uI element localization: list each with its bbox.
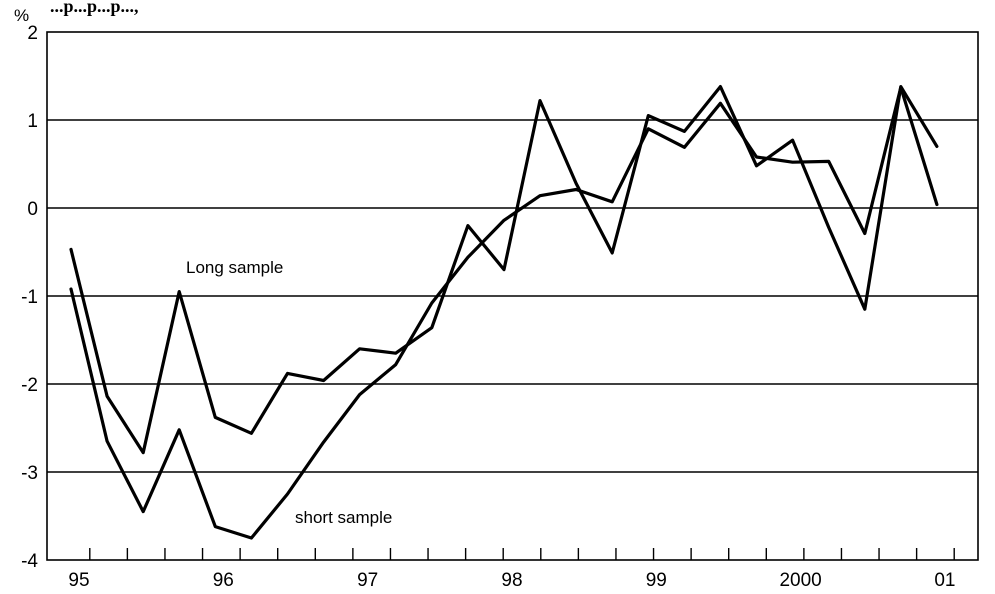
grid-layer — [47, 119, 978, 473]
annotation-long-sample: Long sample — [186, 258, 283, 277]
x-tick-label: 97 — [357, 570, 378, 591]
y-tick-label: -4 — [21, 551, 38, 572]
y-tick-label: -1 — [21, 287, 38, 308]
chart-title-fragment: ...p...p...p..., — [50, 0, 139, 16]
x-tick-label: 2000 — [779, 570, 821, 591]
series-line-short-sample — [69, 85, 939, 540]
y-tick-label: -2 — [21, 375, 38, 396]
y-tick-label: 1 — [27, 111, 38, 132]
annotation-short-sample: short sample — [295, 508, 392, 527]
y-axis-unit: % — [14, 6, 29, 25]
x-tick-label: 01 — [934, 570, 955, 591]
x-tick-label: 96 — [213, 570, 234, 591]
x-tick-label: 98 — [501, 570, 522, 591]
axis-layer: 2 1 0 -1 -2 -3 -4 95 96 97 98 99 2000 01 — [21, 23, 979, 591]
series-layer — [69, 84, 939, 540]
series-line-long-sample — [69, 84, 939, 455]
x-tick-label: 95 — [68, 570, 89, 591]
y-tick-label: 2 — [27, 23, 38, 44]
x-tick-label: 99 — [646, 570, 667, 591]
y-tick-label: 0 — [27, 199, 38, 220]
y-tick-label: -3 — [21, 463, 38, 484]
plot-frame — [46, 31, 979, 561]
